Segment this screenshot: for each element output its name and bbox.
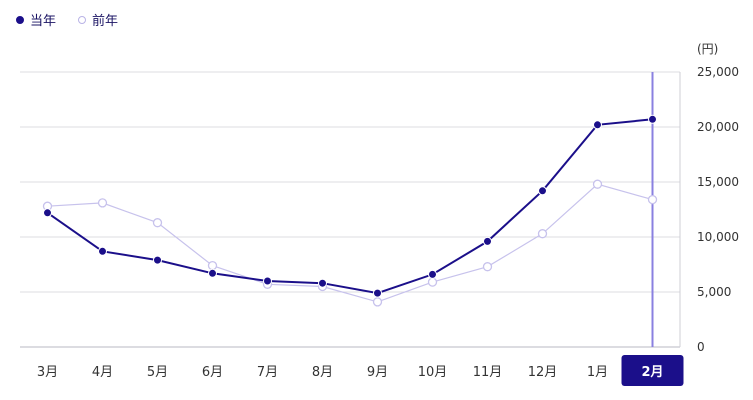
x-tick-label-selected[interactable]: 2月 (641, 365, 663, 380)
x-tick-label[interactable]: 4月 (92, 365, 113, 380)
x-tick-label[interactable]: 8月 (312, 365, 333, 380)
data-point-previous (592, 179, 603, 189)
series-line-current (46, 118, 653, 295)
data-point-current (593, 120, 602, 130)
data-point-current (98, 246, 107, 256)
legend-item-current[interactable]: 当年 (16, 10, 56, 29)
data-point-previous (207, 260, 218, 271)
data-point-previous (482, 262, 493, 272)
x-tick-label[interactable]: 12月 (528, 365, 558, 380)
y-tick-label: 25,000 (697, 65, 739, 79)
series-line-previous (47, 183, 653, 303)
y-axis: 0 5,000 10,000 15,000 20,000 25,000 (円) (679, 42, 739, 354)
legend-previous-marker (78, 15, 87, 24)
y-tick-label: 15,000 (697, 175, 739, 189)
legend-current-marker (16, 15, 24, 24)
x-tick-label[interactable]: 10月 (418, 365, 448, 380)
y-tick-label: 20,000 (697, 120, 739, 134)
legend: 当年 前年 (16, 10, 118, 29)
x-tick-label[interactable]: 7月 (257, 365, 278, 380)
data-point-previous (537, 229, 548, 239)
data-point-current (428, 269, 437, 279)
x-tick-label[interactable]: 1月 (587, 365, 608, 380)
data-point-current (373, 288, 382, 298)
data-point-current (318, 278, 327, 288)
y-axis-label: (円) (697, 42, 718, 56)
data-point-current (483, 236, 492, 246)
data-point-current (153, 255, 162, 265)
series-layer (42, 114, 658, 307)
data-point-previous (97, 198, 108, 208)
data-point-previous (647, 194, 658, 205)
x-tick-label[interactable]: 5月 (147, 365, 168, 380)
x-tick-label[interactable]: 9月 (367, 365, 388, 380)
data-point-previous (152, 218, 163, 228)
x-tick-label[interactable]: 11月 (473, 365, 503, 380)
grid-lines (20, 71, 680, 348)
x-axis: 3月 4月 5月 6月 7月 8月 9月 10月 11月 12月 1月 2月 (37, 355, 684, 386)
x-tick-label[interactable]: 3月 (37, 365, 58, 380)
data-point-previous (427, 277, 438, 287)
legend-previous-label: 前年 (92, 14, 119, 29)
legend-item-previous[interactable]: 前年 (78, 10, 118, 29)
y-tick-label: 0 (697, 340, 705, 354)
data-point-current (648, 114, 657, 124)
data-point-previous (372, 297, 383, 307)
legend-current-label: 当年 (30, 14, 57, 29)
data-point-current (263, 276, 272, 286)
data-point-current (43, 208, 52, 218)
y-tick-label: 5,000 (697, 285, 731, 299)
data-point-current (538, 186, 547, 196)
y-tick-label: 10,000 (697, 230, 739, 244)
data-point-current (208, 268, 217, 278)
x-tick-label[interactable]: 6月 (202, 365, 223, 380)
selected-month-badge[interactable] (621, 355, 684, 386)
